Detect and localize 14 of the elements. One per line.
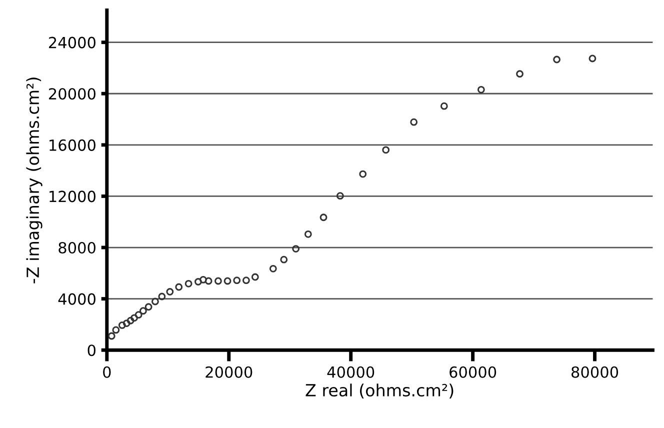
- x-tick-label: 80000: [572, 366, 618, 378]
- y-tick-label: 4000: [58, 293, 96, 305]
- y-tick-label: 8000: [58, 242, 96, 254]
- x-tick-label: 40000: [327, 366, 374, 378]
- x-axis-title: Z real (ohms.cm²): [306, 384, 454, 398]
- x-tick-label: 0: [103, 366, 111, 378]
- x-tick-label: 20000: [206, 366, 252, 378]
- x-tick-label: 60000: [450, 366, 496, 378]
- y-tick-label: 20000: [49, 88, 96, 100]
- y-axis-title: -Z imaginary (ohms.cm²): [26, 78, 42, 284]
- y-tick-label: 16000: [50, 139, 96, 151]
- y-tick-label: 0: [88, 344, 96, 356]
- y-tick-label: 12000: [50, 190, 96, 202]
- y-tick-label: 24000: [49, 36, 96, 48]
